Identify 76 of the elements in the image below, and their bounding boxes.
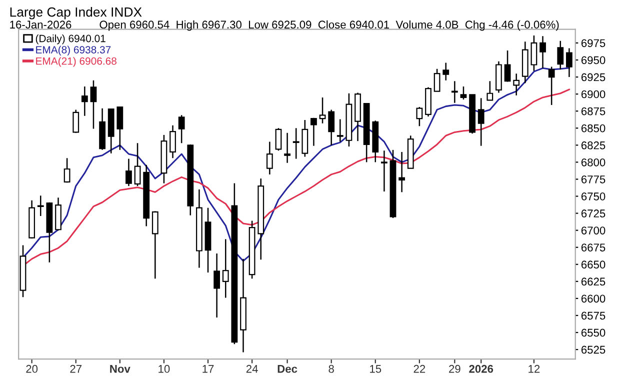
candlestick — [336, 118, 344, 142]
candlestick — [134, 142, 141, 187]
x-tick-label: 27 — [70, 364, 82, 373]
candlestick — [116, 106, 124, 151]
y-tick-label: 6675 — [581, 244, 606, 252]
candlestick — [434, 68, 440, 92]
candlestick — [442, 62, 450, 82]
y-tick-label: 6950 — [581, 56, 606, 64]
candlestick — [398, 151, 406, 193]
y-tick-label: 6800 — [581, 158, 606, 166]
y-tick-label: 6650 — [581, 260, 606, 269]
candlestick — [170, 124, 176, 159]
candlestick — [266, 141, 273, 176]
candlestick — [64, 157, 70, 184]
x-tick-label: Dec — [278, 365, 298, 373]
y-tick-label: 6900 — [581, 90, 606, 98]
candlestick — [152, 210, 158, 280]
y-tick-label: 6825 — [581, 141, 606, 150]
legend-label: EMA(8) 6938.37 — [36, 46, 111, 56]
candlestick — [557, 40, 564, 70]
y-tick-label: 6575 — [581, 312, 606, 320]
y-tick-label: 6525 — [581, 346, 606, 354]
x-tick-label: 29 — [449, 364, 460, 373]
legend-label: (Daily) 6940.01 — [36, 34, 106, 44]
x-tick-label: 22 — [414, 364, 426, 373]
candlestick — [222, 238, 229, 298]
candlestick — [81, 86, 88, 116]
candlestick — [302, 119, 308, 158]
candlestick — [540, 36, 546, 69]
candlestick — [460, 86, 467, 100]
y-tick-label: 6725 — [581, 210, 606, 218]
y-tick-label: 6850 — [581, 124, 606, 132]
candlestick — [504, 50, 511, 82]
x-tick-label: 2026 — [469, 364, 494, 373]
legend-label: EMA(21) 6906.68 — [36, 57, 116, 67]
candlestick — [478, 98, 484, 146]
y-tick-label: 6550 — [581, 328, 606, 337]
y-tick-label: 6750 — [581, 192, 606, 200]
x-tick-label: 20 — [26, 364, 38, 373]
y-tick-label: 6600 — [581, 294, 606, 303]
chart-subtitle: 16-Jan-2026 — [10, 20, 72, 29]
y-tick-label: 6975 — [581, 39, 606, 48]
x-tick-label: 8 — [328, 364, 334, 373]
candlestick — [275, 127, 282, 152]
candlestick — [548, 66, 555, 106]
candlestick — [530, 34, 538, 72]
candlestick — [214, 252, 220, 318]
candlestick — [90, 80, 97, 130]
candlestick — [513, 72, 520, 96]
candlestick — [310, 117, 317, 146]
candlestick — [292, 127, 300, 160]
candlestick — [178, 114, 185, 144]
candlestick — [566, 48, 572, 78]
y-tick-label: 6625 — [581, 278, 606, 286]
candlestick — [284, 132, 290, 164]
chart-title: Large Cap Index INDX — [10, 7, 142, 20]
candlestick — [37, 194, 44, 217]
x-tick-label: 17 — [202, 365, 214, 373]
x-tick-label: Nov — [110, 365, 130, 373]
x-tick-label: 15 — [370, 365, 382, 373]
candlestick — [319, 96, 326, 124]
x-tick-label: 12 — [528, 364, 540, 373]
candlestick — [416, 106, 423, 127]
y-tick-label: 6775 — [581, 175, 606, 184]
y-tick-label: 6925 — [581, 73, 606, 82]
candlestick — [126, 158, 132, 187]
y-tick-label: 6875 — [581, 107, 606, 116]
candlestick — [451, 80, 458, 104]
candlestick — [328, 109, 335, 146]
candlestick — [486, 80, 494, 101]
x-tick-label: 10 — [158, 364, 170, 373]
y-tick-label: 6700 — [581, 226, 606, 234]
candlestick — [72, 109, 80, 134]
annotation: Open 6960.54 High 6967.30 Low 6925.09 Close 6940.01 Volume 4.0B Chg -4.46 (-0.06%) — [100, 20, 559, 31]
candlestick — [380, 150, 388, 192]
x-tick-label: 24 — [246, 364, 258, 373]
